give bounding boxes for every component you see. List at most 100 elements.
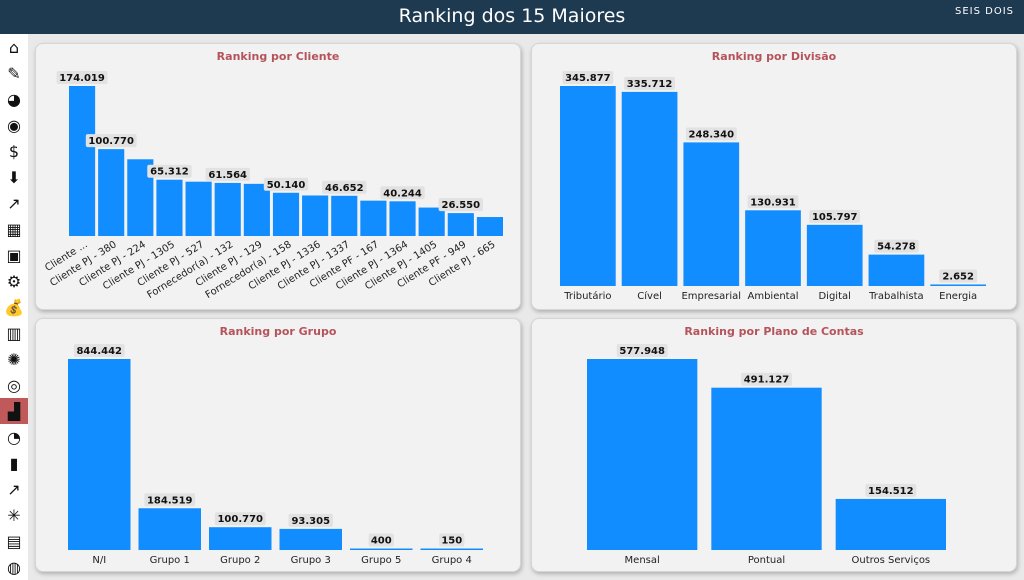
gauge-icon[interactable]: ◉ xyxy=(7,115,21,135)
data-label: 105.797 xyxy=(812,212,858,223)
growth-chart-icon[interactable]: ↗ xyxy=(7,193,21,213)
bar[interactable] xyxy=(806,224,863,286)
data-label: 248.340 xyxy=(689,129,735,140)
category-label: Trabalhista xyxy=(868,291,924,302)
bar[interactable] xyxy=(350,548,413,551)
bar[interactable] xyxy=(418,207,445,236)
data-label: 54.278 xyxy=(877,242,916,253)
data-label-bg xyxy=(939,269,978,283)
chart-panel-divisao: Ranking por Divisão 345.877 Tributário 335.… xyxy=(531,43,1017,310)
bar[interactable] xyxy=(930,284,986,286)
category-label: Digital xyxy=(818,291,850,302)
data-label-bg xyxy=(56,71,108,84)
report-edit-icon[interactable]: ✎ xyxy=(7,63,21,83)
data-label-bg xyxy=(205,167,250,181)
bar[interactable] xyxy=(683,142,740,286)
category-label: Cível xyxy=(637,290,662,302)
data-label-bg xyxy=(214,512,266,526)
savings-icon[interactable]: ▮ xyxy=(9,453,19,473)
bar[interactable] xyxy=(711,387,822,550)
category-label: Grupo 5 xyxy=(361,555,401,566)
money-network-icon[interactable]: ⚙ xyxy=(6,271,22,291)
category-label: Tributário xyxy=(563,290,611,302)
bar[interactable] xyxy=(185,181,212,236)
bar[interactable] xyxy=(279,528,343,550)
bar-chart: 844.442 N/I 184.519 Grupo 1 100.770 Grupo 2 93… xyxy=(68,344,484,566)
data-label-bg xyxy=(562,71,614,84)
data-label: 40.244 xyxy=(383,188,422,199)
down-arrow-money-icon[interactable]: ⬇ xyxy=(7,167,21,187)
category-label: Mensal xyxy=(625,555,660,566)
bar[interactable] xyxy=(745,210,801,286)
data-label: 184.519 xyxy=(147,495,193,506)
bar-search-icon[interactable]: ▥ xyxy=(6,323,22,343)
bar[interactable] xyxy=(476,217,503,236)
category-label: Outros Serviços xyxy=(851,555,930,566)
header: Ranking dos 15 Maiores SEIS DOIS xyxy=(0,0,1024,34)
bar[interactable] xyxy=(209,527,272,550)
tree-icon[interactable]: ✳ xyxy=(7,505,21,525)
table-icon[interactable]: ▦ xyxy=(6,219,22,239)
bar[interactable] xyxy=(69,86,96,236)
sidebar-nav: ⌂ ✎ ◕ ◉ $ ⬇ ↗ ▦ ▣ ⚙ 💰 ▥ ✺ ◎ ▟ ◔ ▮ ↗ ✳ ▤ ◍ xyxy=(0,34,28,580)
data-label-bg xyxy=(747,195,799,209)
data-label-bg xyxy=(439,533,465,547)
money-bag-icon[interactable]: 💰 xyxy=(4,297,24,317)
pie-chart-icon[interactable]: ◕ xyxy=(7,89,21,109)
category-label: Grupo 2 xyxy=(220,555,260,566)
data-label-bg xyxy=(865,483,917,497)
bar[interactable] xyxy=(243,183,270,236)
money-growth-icon[interactable]: ↗ xyxy=(7,479,21,499)
data-label-bg xyxy=(368,533,394,547)
bar[interactable] xyxy=(587,359,698,550)
bar[interactable] xyxy=(138,508,202,550)
bar[interactable] xyxy=(302,195,329,236)
podium-icon[interactable]: ▟ xyxy=(0,398,28,424)
data-label: 844.442 xyxy=(76,346,122,357)
data-label-bg xyxy=(809,209,861,223)
data-label-bg xyxy=(438,198,483,212)
bar[interactable] xyxy=(560,86,616,286)
bar[interactable] xyxy=(68,359,131,550)
category-label: Grupo 3 xyxy=(291,555,331,566)
data-label-bg xyxy=(263,177,309,191)
bar[interactable] xyxy=(214,182,241,236)
data-label: 335.712 xyxy=(627,79,673,90)
bar[interactable] xyxy=(868,254,925,286)
data-label-bg xyxy=(685,127,737,141)
data-label: 400 xyxy=(371,536,392,547)
data-label-bg xyxy=(624,76,675,90)
target-icon[interactable]: ◎ xyxy=(7,375,21,395)
data-label-bg xyxy=(144,493,196,507)
bar[interactable] xyxy=(420,548,484,551)
bar[interactable] xyxy=(621,91,678,286)
trend-chart-icon[interactable]: ◔ xyxy=(7,427,21,447)
dashboard-icon[interactable]: ▣ xyxy=(6,245,22,265)
category-label: Empresarial xyxy=(681,291,741,302)
bar-people-icon[interactable]: ▤ xyxy=(6,531,22,551)
bar[interactable] xyxy=(835,498,946,550)
chart-panel-grupo: Ranking por Grupo 844.442 N/I 184.519 Grupo … xyxy=(35,318,521,572)
category-label: Grupo 1 xyxy=(150,555,190,566)
chart-title: Ranking por Divisão xyxy=(711,50,837,63)
data-label-bg xyxy=(616,344,668,357)
category-label: Energia xyxy=(939,291,977,302)
data-label: 93.305 xyxy=(291,516,330,527)
bar[interactable] xyxy=(389,201,416,236)
bar-chart: 345.877 Tributário 335.712 Cível 248.340 Empr… xyxy=(560,71,986,302)
data-label: 65.312 xyxy=(150,167,189,178)
category-label: Grupo 4 xyxy=(432,555,472,566)
category-label: N/I xyxy=(92,555,106,566)
bar[interactable] xyxy=(156,179,183,236)
globe-icon[interactable]: ◍ xyxy=(7,557,21,577)
bar[interactable] xyxy=(272,192,300,236)
money-hand-icon[interactable]: $ xyxy=(8,141,20,161)
bar[interactable] xyxy=(360,200,387,236)
data-label-bg xyxy=(874,239,919,253)
bar[interactable] xyxy=(331,195,358,236)
money-sun-icon[interactable]: ✺ xyxy=(7,349,21,369)
bar[interactable] xyxy=(98,149,125,236)
home-icon[interactable]: ⌂ xyxy=(8,37,20,57)
bar[interactable] xyxy=(447,213,474,236)
data-label: 100.770 xyxy=(88,136,134,147)
